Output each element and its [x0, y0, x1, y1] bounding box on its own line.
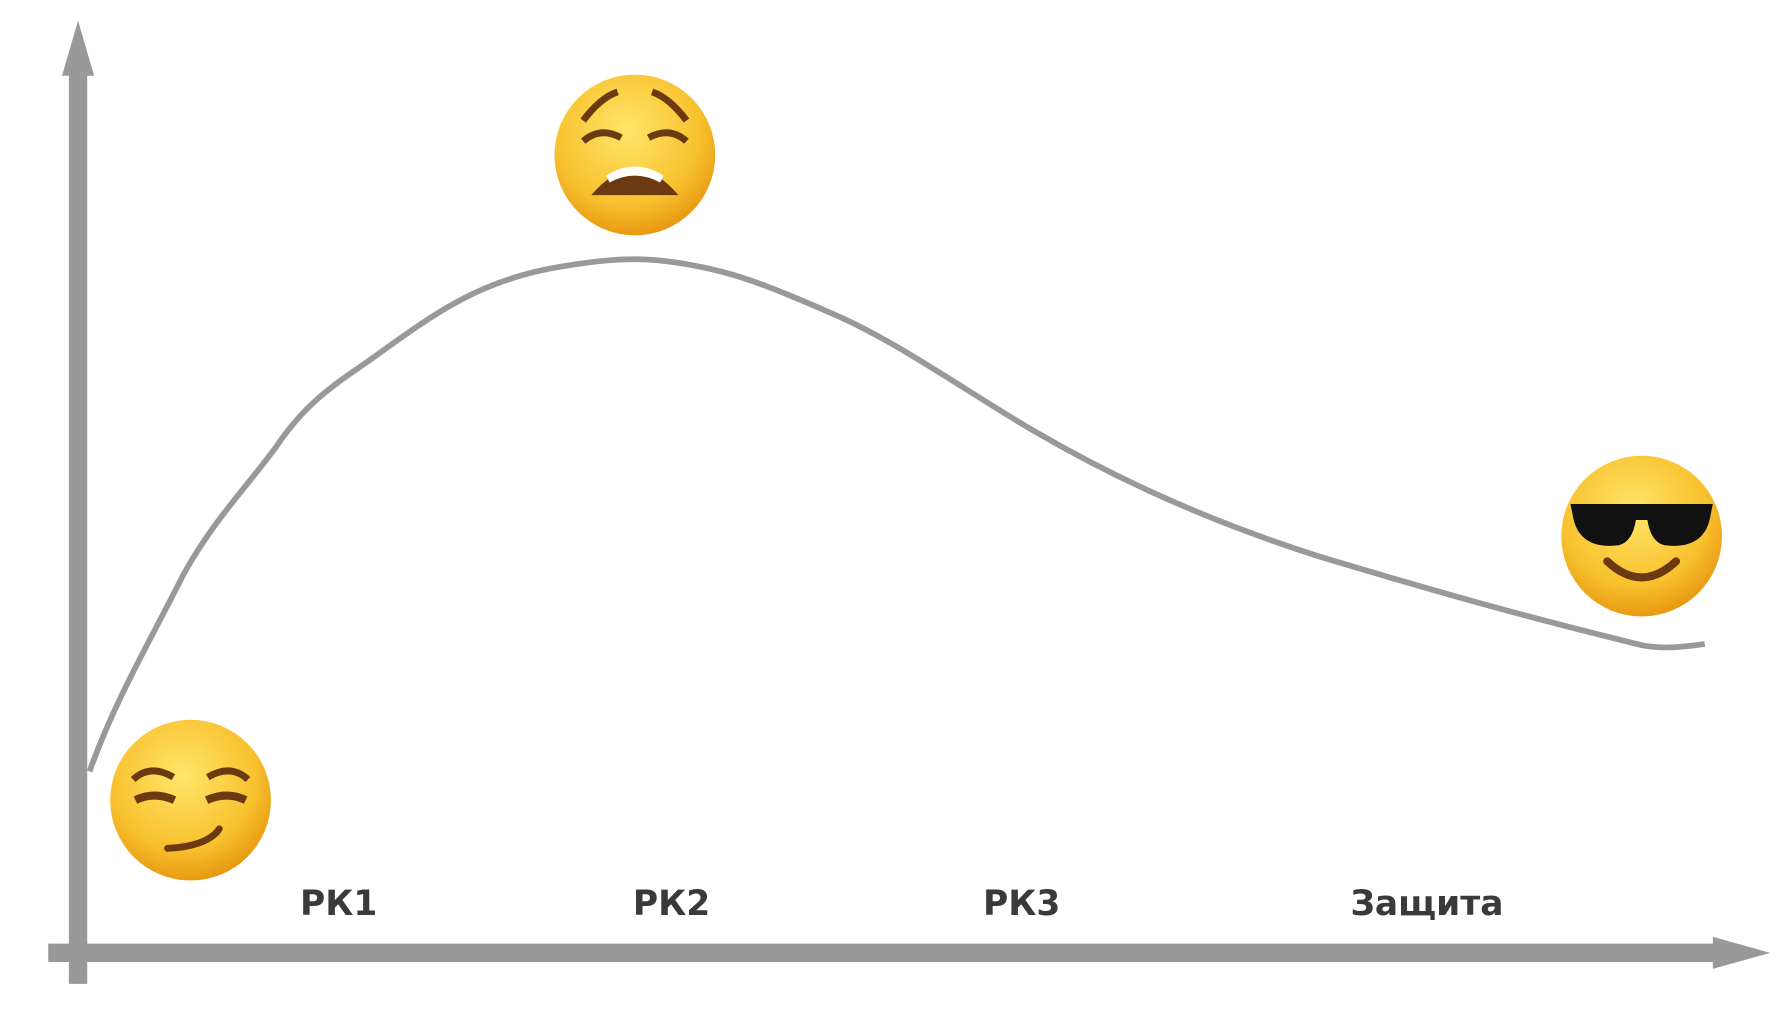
- stage-labels: РК1 РК2 РК3 Защита: [300, 884, 1503, 924]
- stage-label: Защита: [1350, 884, 1503, 924]
- y-arrow: [61, 20, 95, 76]
- x-arrow: [1712, 936, 1771, 969]
- stage-label: РК1: [300, 884, 377, 924]
- curve: [86, 256, 1706, 773]
- stage-label: РК2: [633, 884, 710, 924]
- axes: [48, 20, 1771, 984]
- emoji-smirk: [110, 719, 271, 881]
- emoji-cool: [1561, 455, 1722, 617]
- stage-label: РК3: [983, 884, 1060, 924]
- emoji-weary: [554, 74, 716, 236]
